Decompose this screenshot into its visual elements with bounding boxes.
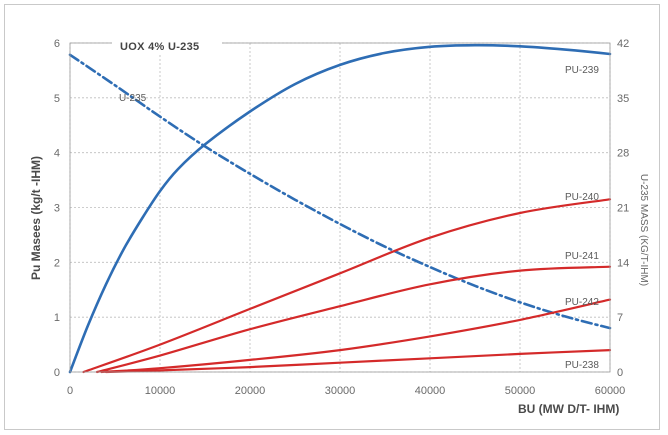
- x-tick-label: 20000: [235, 385, 266, 397]
- pu-239-line: [68, 43, 612, 374]
- pu-241-label: PU-241: [565, 251, 599, 262]
- chart-frame: [4, 4, 660, 430]
- x-tick-label: 40000: [415, 385, 446, 397]
- pu-240-label: PU-240: [565, 192, 599, 203]
- x-axis-title: BU (MW D/T- IHM): [518, 402, 619, 416]
- y-tick-label: 4: [54, 148, 60, 160]
- pu-238-label: PU-238: [565, 360, 599, 371]
- x-tick-label: 60000: [595, 385, 626, 397]
- y2-axis-title: U-235 MASS (KG/T-IHM): [638, 174, 649, 286]
- plot-border: [69, 42, 611, 373]
- chart-title: UOX 4% U-235: [120, 41, 199, 53]
- y2-tick-label: 14: [617, 257, 629, 269]
- u-235-line: [68, 53, 612, 330]
- x-tick-label: 50000: [505, 385, 536, 397]
- y-tick-label: 6: [54, 38, 60, 50]
- x-tick-label: 30000: [325, 385, 356, 397]
- y2-tick-label: 7: [617, 312, 623, 324]
- pu-238-line: [104, 349, 612, 374]
- y-tick-label: 3: [54, 203, 60, 215]
- y2-tick-label: 28: [617, 148, 629, 160]
- grid-lines: [69, 42, 611, 373]
- pu-239-label: PU-239: [565, 65, 599, 76]
- y2-tick-label: 42: [617, 38, 629, 50]
- pu-240-line: [82, 198, 612, 374]
- u-235-label: U-235: [119, 93, 147, 104]
- pu-241-line: [95, 265, 612, 374]
- x-tick-label: 10000: [145, 385, 176, 397]
- pu-242-label: PU-242: [565, 297, 599, 308]
- series-labels: PU-239 U-235 PU-240 PU-241 PU-242 PU-238: [119, 65, 599, 371]
- pu-242-line: [100, 298, 612, 374]
- y-axis-title: Pu Masees (kg/t -IHM): [29, 156, 43, 280]
- y2-tick-label: 35: [617, 93, 629, 105]
- series-group: [68, 43, 612, 374]
- x-tick-label: 0: [67, 385, 73, 397]
- y-tick-label: 1: [54, 312, 60, 324]
- y-tick-label: 5: [54, 93, 60, 105]
- title-background: [112, 37, 222, 53]
- y-tick-label: 2: [54, 257, 60, 269]
- y2-tick-label: 0: [617, 367, 623, 379]
- y-tick-label: 0: [54, 367, 60, 379]
- axes: 0 10000 20000 30000 40000 50000 60000 0 1 2 3 4 5 6 0 7…: [54, 37, 629, 397]
- y2-tick-label: 21: [617, 203, 629, 215]
